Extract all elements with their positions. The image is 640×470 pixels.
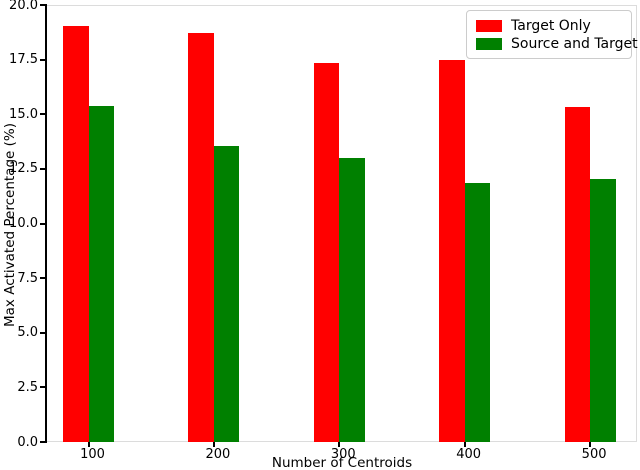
y-tick-label: 12.5 [9, 161, 38, 177]
legend-item-target-only: Target Only [476, 17, 623, 34]
bar-source-and-target-200 [213, 145, 240, 442]
y-tick-mark [40, 441, 45, 443]
y-tick-label: 20.0 [9, 0, 38, 13]
bar-target-only-200 [188, 33, 214, 442]
y-axis-spine [45, 4, 47, 443]
y-tick-mark [40, 386, 45, 389]
x-tick-label: 500 [581, 447, 607, 462]
legend-swatch-icon [476, 37, 502, 50]
legend: Target Only Source and Target [466, 10, 638, 59]
x-tick-label: 100 [80, 447, 105, 462]
x-tick-label: 300 [330, 447, 356, 462]
y-tick-label: 7.5 [17, 270, 38, 286]
bar-target-only-400 [439, 59, 465, 442]
bar-source-and-target-300 [339, 157, 365, 442]
legend-label: Target Only [511, 17, 591, 34]
x-axis-label: Number of Centroids [271, 455, 413, 470]
bar-source-and-target-400 [464, 183, 491, 442]
bar-target-only-100 [63, 25, 89, 442]
y-tick-mark [40, 113, 45, 116]
x-tick-mark [589, 442, 592, 447]
bar-target-only-500 [564, 106, 591, 442]
bar-target-only-300 [313, 62, 340, 442]
x-tick-mark [338, 442, 341, 447]
y-tick-label: 0.0 [17, 434, 38, 450]
x-tick-mark [212, 442, 215, 447]
y-tick-label: 10.0 [9, 216, 38, 231]
y-tick-mark [40, 222, 45, 225]
x-tick-label: 400 [456, 447, 482, 462]
x-tick-mark [463, 442, 466, 447]
y-tick-label: 2.5 [17, 379, 38, 395]
legend-item-source-and-target: Source and Target [476, 35, 638, 52]
x-tick-label: 200 [205, 447, 231, 462]
y-tick-label: 15.0 [9, 106, 38, 122]
bar-source-and-target-500 [590, 178, 616, 442]
y-tick-mark [40, 331, 45, 334]
legend-label: Source and Target [511, 35, 638, 52]
x-tick-mark [87, 442, 90, 447]
y-tick-mark [40, 167, 45, 170]
y-tick-mark [40, 4, 45, 6]
y-tick-label: 5.0 [17, 325, 38, 341]
y-tick-mark [40, 277, 45, 280]
bar-source-and-target-100 [88, 105, 114, 442]
y-tick-mark [40, 58, 45, 61]
legend-swatch-icon [476, 19, 502, 32]
y-axis-label: Max Activated Percentage (%) [2, 123, 18, 327]
y-tick-label: 17.5 [9, 52, 38, 68]
